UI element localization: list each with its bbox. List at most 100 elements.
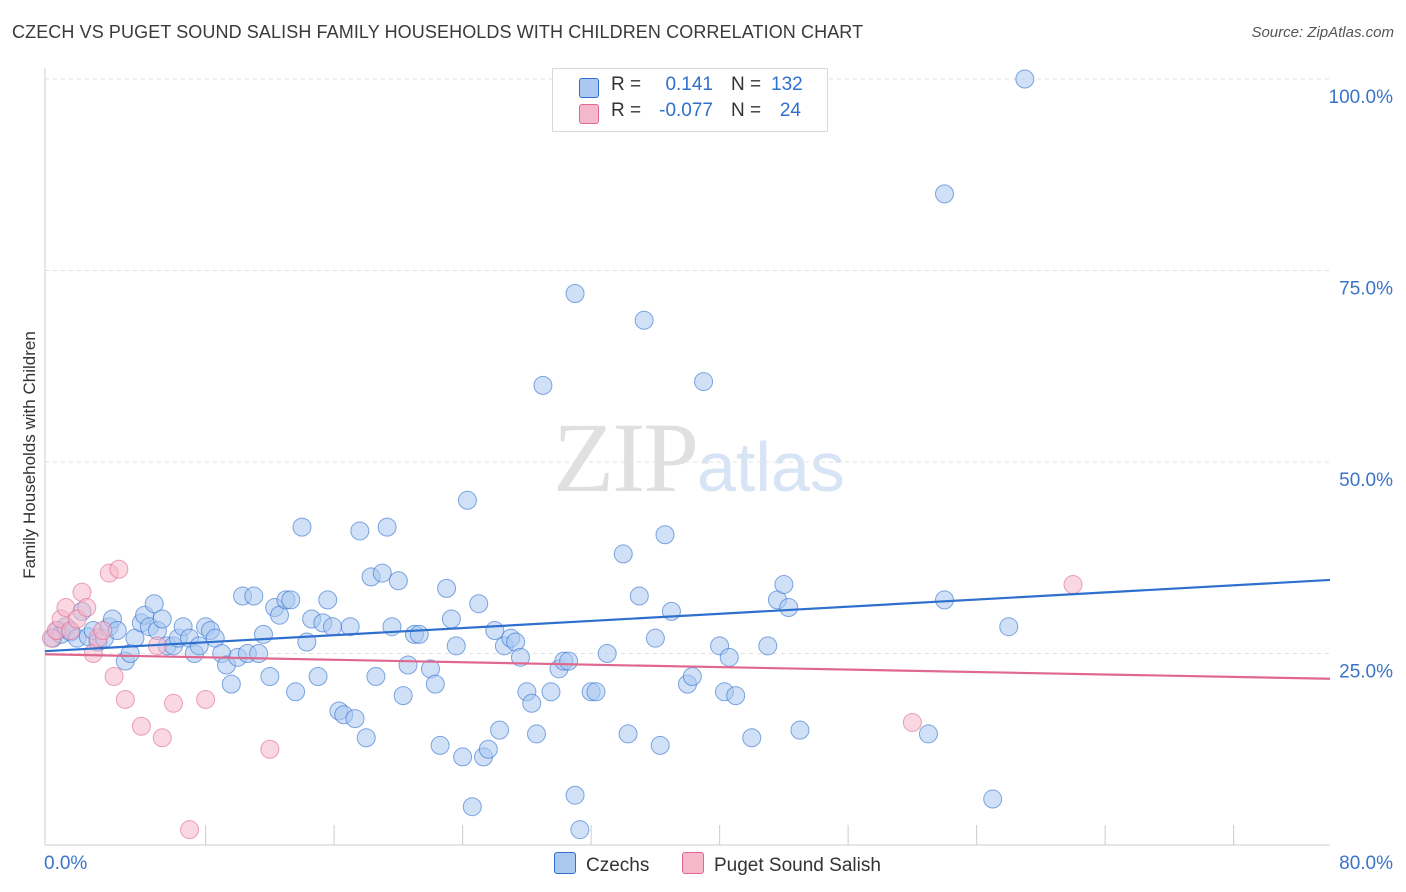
- zipatlas-watermark: ZIPatlas: [553, 400, 845, 515]
- czechs-point: [441, 609, 461, 629]
- czechs-point: [618, 724, 638, 744]
- salish-point: [115, 689, 135, 709]
- czechs-point: [586, 682, 606, 702]
- czechs-legend-swatch: [554, 852, 576, 874]
- czechs-point: [565, 785, 585, 805]
- czechs-point: [437, 578, 457, 598]
- czechs-point: [779, 598, 799, 618]
- watermark-zip: ZIP: [553, 402, 699, 513]
- n-value: 24: [779, 100, 801, 121]
- czechs-point: [260, 666, 280, 686]
- legend-item-salish: Puget Sound Salish: [682, 852, 881, 877]
- czechs-point: [510, 647, 530, 667]
- czechs-trendline: [44, 578, 1331, 653]
- czechs-point: [366, 666, 386, 686]
- czechs-point: [790, 720, 810, 740]
- czechs-point: [983, 789, 1003, 809]
- czechs-point: [398, 655, 418, 675]
- czechs-point: [570, 820, 590, 840]
- czechs-point: [350, 521, 370, 541]
- correlation-legend: R = 0.141 N = 132 R = -0.077 N = 24: [552, 68, 828, 132]
- salish-point: [196, 689, 216, 709]
- czechs-point: [613, 544, 633, 564]
- salish-legend-label: Puget Sound Salish: [714, 855, 881, 876]
- czechs-point: [345, 709, 365, 729]
- czechs-point: [453, 747, 473, 767]
- czechs-point: [152, 609, 172, 629]
- czechs-point: [189, 636, 209, 656]
- czechs-point: [758, 636, 778, 656]
- salish-trendline: [44, 653, 1331, 680]
- n-label: N =: [731, 74, 762, 95]
- salish-point: [131, 716, 151, 736]
- salish-point: [104, 666, 124, 686]
- salish-point: [164, 693, 183, 713]
- czechs-point: [597, 644, 617, 663]
- czechs-point: [323, 617, 343, 637]
- czechs-point: [281, 590, 301, 610]
- czechs-point: [446, 636, 466, 656]
- czechs-point: [634, 310, 654, 330]
- czechs-point: [655, 525, 675, 545]
- salish-swatch: [579, 104, 599, 124]
- salish-point: [180, 820, 200, 840]
- source-label: Source: ZipAtlas.com: [1251, 24, 1394, 41]
- czechs-point: [999, 617, 1019, 637]
- czechs-point: [286, 682, 306, 702]
- czechs-point: [774, 575, 794, 595]
- czechs-point: [742, 728, 762, 748]
- czechs-point: [377, 517, 397, 537]
- czechs-point: [533, 375, 553, 395]
- czechs-point: [318, 590, 338, 610]
- czechs-point: [935, 184, 954, 204]
- y-tick-label: 25.0%: [1339, 662, 1393, 683]
- n-value: 132: [771, 74, 803, 95]
- y-tick-label: 75.0%: [1339, 279, 1393, 300]
- czechs-point: [726, 686, 746, 706]
- czechs-point: [918, 724, 938, 744]
- salish-point: [93, 621, 113, 641]
- czechs-point: [144, 594, 164, 614]
- czechs-point: [469, 594, 489, 614]
- czechs-point: [629, 586, 649, 606]
- czechs-point: [388, 571, 408, 591]
- czechs-point: [719, 647, 739, 667]
- salish-point: [1063, 575, 1083, 595]
- r-value: -0.077: [659, 100, 713, 121]
- n-label: N =: [731, 100, 762, 121]
- czechs-swatch: [579, 78, 599, 98]
- czechs-point: [430, 735, 450, 755]
- czechs-point: [393, 686, 413, 706]
- x-tick-label: 0.0%: [44, 853, 87, 874]
- czechs-point: [478, 739, 498, 759]
- chart-title: CZECH VS PUGET SOUND SALISH FAMILY HOUSE…: [12, 22, 864, 42]
- czechs-point: [244, 586, 264, 606]
- r-label: R =: [611, 100, 642, 121]
- czechs-point: [490, 720, 510, 740]
- czechs-point: [541, 682, 561, 702]
- legend-item-czechs: Czechs: [554, 852, 649, 877]
- czechs-point: [221, 674, 241, 694]
- r-label: R =: [611, 74, 642, 95]
- czechs-point: [650, 735, 670, 755]
- czechs-point: [559, 651, 579, 671]
- czechs-point: [527, 724, 547, 744]
- salish-point: [77, 598, 97, 618]
- czechs-point: [457, 490, 477, 510]
- salish-point: [902, 712, 922, 732]
- salish-point: [56, 598, 76, 618]
- y-tick-label: 100.0%: [1329, 87, 1394, 108]
- czechs-point: [522, 693, 542, 713]
- czechs-point: [485, 621, 505, 641]
- legend-row-czechs: R = 0.141 N = 132: [553, 74, 827, 100]
- czechs-point: [292, 517, 312, 537]
- czechs-point: [462, 797, 482, 817]
- czechs-point: [565, 283, 585, 303]
- salish-point: [109, 559, 129, 579]
- czechs-point: [409, 624, 429, 644]
- r-value: 0.141: [665, 74, 713, 95]
- czechs-point: [308, 666, 328, 686]
- salish-point: [260, 739, 280, 759]
- czechs-point: [935, 590, 954, 610]
